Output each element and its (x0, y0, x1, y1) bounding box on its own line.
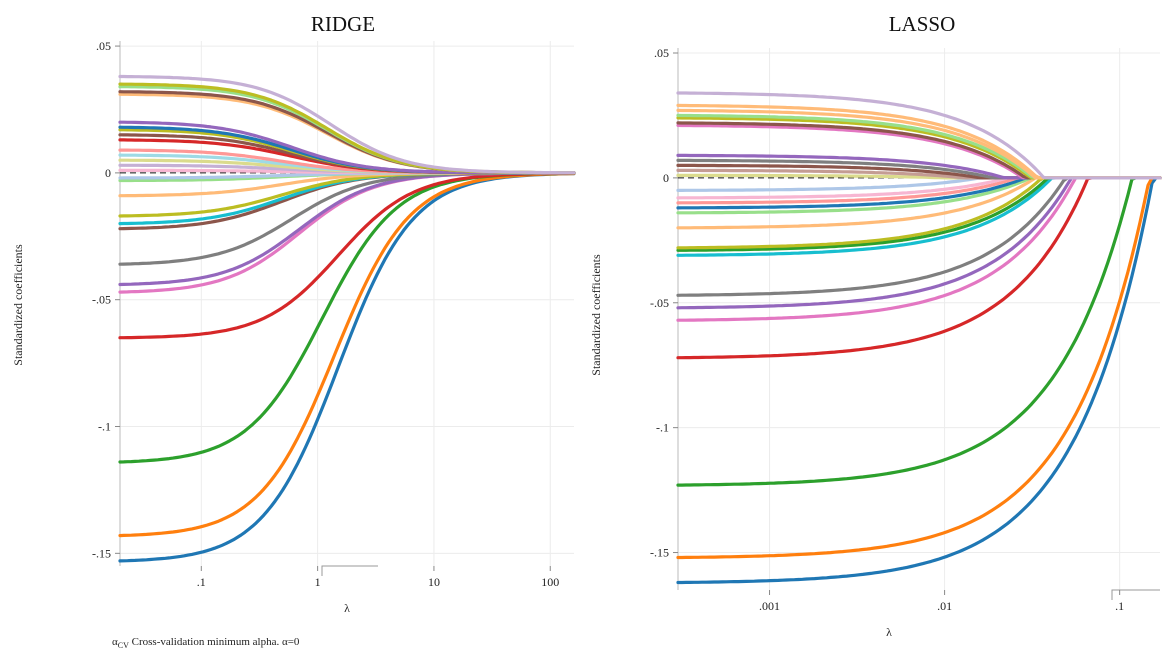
coefficient-path-line (118, 74, 576, 175)
footnote-alpha-symbol: α (112, 636, 118, 648)
x-tick-label: 1 (315, 575, 321, 589)
y-tick-label: 0 (105, 166, 111, 180)
y-tick-label: .05 (96, 39, 111, 53)
ridge-panel: .05 0 -.05 -.1 -.15 .1 1 10 100 RIDGE λ Standardize… (11, 12, 576, 615)
x-tick-label: 100 (541, 575, 559, 589)
lasso-panel: .05 0 -.05 -.1 -.15 .001 .01 .1 LASSO λ Standardiz… (589, 12, 1162, 639)
chart-title: RIDGE (311, 12, 375, 36)
y-tick-label: 0 (663, 171, 669, 185)
y-axis-label: Standardized coefficients (11, 244, 25, 366)
coefficient-path-line (676, 176, 1162, 585)
x-tick-label: .01 (937, 599, 952, 613)
coefficient-path-line (118, 171, 576, 266)
chart-title: LASSO (889, 12, 956, 36)
y-axis-label: Standardized coefficients (589, 254, 603, 376)
x-axis-label: λ (344, 601, 350, 615)
coefficient-path-line (676, 176, 1162, 360)
x-axis-bracket (1111, 589, 1160, 600)
y-tick-label: .05 (654, 46, 669, 60)
y-tick-label: -.15 (650, 546, 669, 560)
coefficient-path-line (676, 176, 1162, 487)
footnote-text: Cross-validation minimum alpha. α=0 (128, 636, 300, 648)
coefficient-path-line (118, 171, 576, 464)
coefficient-path-line (676, 91, 1162, 180)
y-tick-label: -.15 (92, 546, 111, 560)
x-tick-label: .1 (197, 575, 206, 589)
x-axis-label: λ (886, 625, 892, 639)
x-axis-bracket (321, 565, 378, 576)
y-tick-label: -.05 (92, 293, 111, 307)
coefficient-path-line (118, 172, 576, 563)
y-tick-label: -.1 (656, 421, 669, 435)
x-tick-label: .1 (1115, 599, 1124, 613)
x-tick-label: 10 (428, 575, 440, 589)
footnote-alpha-subscript: CV (117, 641, 129, 651)
coefficient-path-line (118, 171, 576, 538)
x-tick-label: .001 (759, 599, 780, 613)
coefficient-path-line (676, 176, 1162, 560)
y-tick-label: -.05 (650, 296, 669, 310)
footnote: αCV Cross-validation minimum alpha. α=0 (112, 636, 299, 650)
y-tick-label: -.1 (98, 420, 111, 434)
